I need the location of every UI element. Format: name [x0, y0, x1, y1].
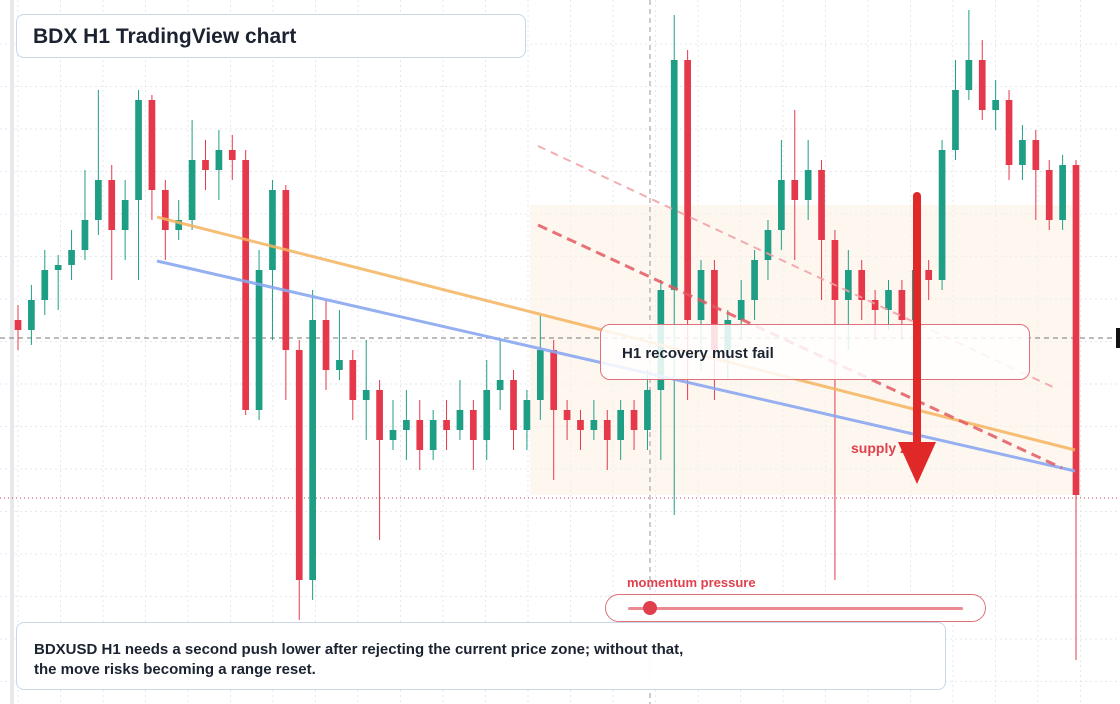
candle-body: [764, 230, 772, 260]
candle-body: [336, 360, 343, 370]
candle-body: [496, 380, 504, 390]
candle-body: [483, 390, 491, 440]
slider-track: [628, 607, 963, 610]
caption-line: the move risks becoming a range reset.: [34, 661, 316, 678]
slider-label: momentum pressure: [627, 575, 756, 590]
candle-body: [1059, 165, 1066, 220]
candle-body: [1045, 170, 1053, 220]
candle-body: [965, 60, 973, 90]
candle-body: [778, 180, 785, 230]
candle-body: [255, 270, 263, 410]
candle-body: [684, 60, 691, 320]
callout-box: H1 recovery must fail: [600, 324, 1030, 380]
candle-body: [429, 420, 437, 450]
candle-body: [938, 150, 946, 280]
candle-body: [697, 270, 705, 320]
candle-body: [108, 180, 116, 230]
candle-body: [295, 350, 303, 580]
candle-body: [603, 420, 611, 440]
candle-body: [711, 270, 718, 350]
candle-body: [844, 270, 852, 300]
candle-body: [135, 100, 142, 200]
candle-body: [952, 90, 959, 150]
candle-body: [590, 420, 598, 430]
candle-body: [81, 220, 89, 250]
candle-body: [911, 270, 919, 320]
candle-body: [925, 270, 933, 280]
caption-box: BDXUSD H1 needs a second push lower afte…: [16, 622, 946, 690]
candle-body: [858, 270, 866, 300]
candle-body: [349, 360, 357, 400]
candle-body: [28, 300, 35, 330]
candle-body: [389, 430, 397, 440]
candle-body: [818, 170, 825, 240]
candle-body: [737, 300, 745, 320]
candle-body: [1005, 100, 1013, 165]
candle-body: [804, 170, 812, 200]
candle-body: [269, 190, 276, 270]
candle-body: [282, 190, 290, 350]
candle-body: [161, 190, 169, 230]
candle-body: [202, 160, 209, 170]
title-box: BDX H1 TradingView chart: [16, 14, 526, 58]
candle-body: [523, 400, 531, 430]
candle-body: [751, 260, 758, 300]
candle-body: [41, 270, 49, 300]
candle-body: [443, 420, 450, 430]
candle-body: [376, 390, 383, 440]
candle-body: [403, 420, 410, 430]
candle-body: [95, 180, 102, 220]
candle-body: [871, 300, 879, 310]
candle-body: [536, 350, 544, 400]
caption-line: BDXUSD H1 needs a second push lower afte…: [34, 641, 684, 658]
candle-body: [228, 150, 236, 160]
candle-body: [644, 390, 651, 430]
candle-body: [510, 380, 517, 430]
slider[interactable]: [605, 594, 986, 622]
candle-body: [121, 200, 129, 230]
candle-body: [1072, 165, 1080, 495]
candle-body: [898, 290, 906, 320]
candle-body: [670, 60, 678, 290]
zone-label: supply zone: [851, 440, 932, 456]
candle-body: [1032, 140, 1040, 170]
left-edge: [10, 0, 14, 704]
candle-body: [242, 160, 250, 410]
candle-body: [791, 180, 799, 200]
title: BDX H1 TradingView chart: [33, 25, 297, 48]
candle-body: [469, 410, 477, 440]
candle-body: [148, 100, 156, 190]
price-tag: [1116, 328, 1120, 348]
candle-body: [416, 420, 424, 450]
candle-body: [885, 290, 892, 310]
candle-body: [309, 320, 316, 580]
candle-body: [456, 410, 464, 430]
candle-body: [630, 410, 638, 430]
candle-body: [322, 320, 330, 370]
candle-body: [992, 100, 999, 110]
candle-body: [831, 240, 839, 300]
candle-body: [362, 390, 370, 400]
candle-body: [68, 250, 75, 265]
candle-body: [175, 220, 183, 230]
candle-body: [54, 265, 62, 270]
candle-body: [563, 410, 571, 420]
candle-body: [14, 320, 22, 330]
candle-body: [215, 150, 223, 170]
candle-body: [978, 60, 986, 110]
candle-body: [577, 420, 584, 430]
callout: H1 recovery must fail: [622, 345, 774, 362]
channel-line-upper: [537, 145, 1056, 389]
candle-body: [617, 410, 625, 440]
slider-knob[interactable]: [643, 601, 657, 615]
candle-body: [1019, 140, 1026, 165]
candle-body: [550, 350, 558, 410]
candle-body: [188, 160, 196, 220]
